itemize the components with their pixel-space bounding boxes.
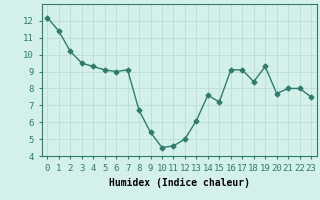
X-axis label: Humidex (Indice chaleur): Humidex (Indice chaleur) bbox=[109, 178, 250, 188]
